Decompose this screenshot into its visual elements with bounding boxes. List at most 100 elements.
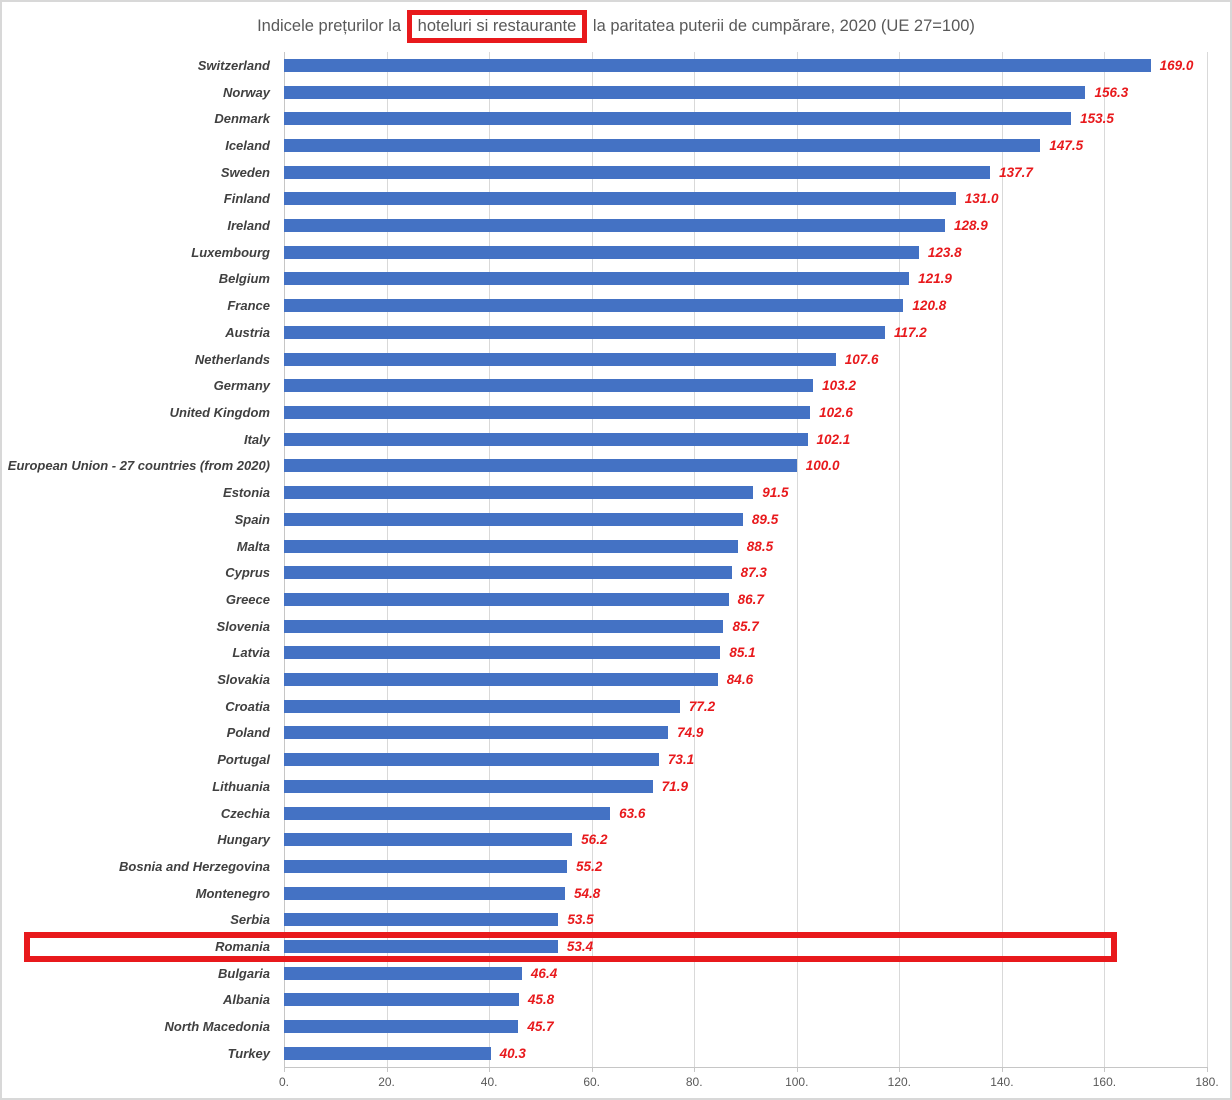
value-label: 53.5	[567, 912, 594, 928]
chart-row: Hungary 56.2	[2, 826, 1230, 853]
category-label-text: Netherlands	[194, 351, 270, 367]
bar	[284, 112, 1072, 126]
category-label-text: Albania	[223, 992, 270, 1008]
category-label-text: Spain	[234, 511, 270, 527]
chart-row: Malta 88.5	[2, 533, 1230, 560]
chart-row: Romania 53.4	[2, 933, 1230, 960]
bar	[284, 779, 653, 793]
value-label: 77.2	[688, 698, 716, 714]
gridline	[694, 52, 696, 1067]
x-axis-tick	[899, 1067, 901, 1072]
chart-row: Slovakia 84.6	[2, 666, 1230, 693]
category-label-text: Slovenia	[216, 618, 270, 634]
value-label: 89.5	[751, 511, 779, 527]
category-label: Romania	[2, 939, 270, 954]
category-label-text: Iceland	[225, 137, 270, 153]
value-label: 71.9	[661, 778, 688, 794]
x-axis-tick-label: 20.	[378, 1075, 395, 1089]
category-label: Spain	[2, 512, 270, 527]
category-label: Denmark	[2, 111, 270, 126]
category-label: Finland	[2, 191, 270, 206]
bar	[284, 138, 1041, 152]
title-suffix: la paritatea puterii de cumpărare, 2020 …	[588, 16, 975, 35]
bar	[284, 512, 743, 526]
category-label: European Union - 27 countries (from 2020…	[2, 458, 270, 473]
x-axis-tick	[489, 1067, 491, 1072]
bars-layer: Switzerland 169.0 Norway 156.3 Denmark 153.5 I…	[2, 52, 1230, 1067]
chart-row: European Union - 27 countries (from 2020…	[2, 453, 1230, 480]
value-label: 85.7	[732, 618, 759, 634]
chart-row: Germany 103.2	[2, 372, 1230, 399]
chart-row: Switzerland 169.0	[2, 52, 1230, 79]
gridline	[284, 52, 285, 1067]
x-axis-tick-label: 100.	[785, 1075, 809, 1089]
chart-row: Montenegro 54.8	[2, 880, 1230, 907]
x-axis-tick	[1001, 1067, 1003, 1072]
category-label-text: Czechia	[220, 805, 270, 821]
category-label-text: Cyprus	[225, 565, 270, 581]
category-label: Norway	[2, 85, 270, 100]
x-axis-tick-label: 140.	[990, 1075, 1014, 1089]
x-axis-line	[284, 1067, 1207, 1068]
value-label: 84.6	[726, 672, 754, 688]
category-label-text: Luxembourg	[191, 244, 270, 260]
category-label-text: Norway	[223, 84, 270, 100]
bar	[284, 673, 718, 687]
chart-row: Turkey 40.3	[2, 1040, 1230, 1067]
category-label-text: Lithuania	[212, 778, 270, 794]
value-label: 137.7	[999, 164, 1033, 180]
bar	[284, 85, 1086, 99]
chart-row: Latvia 85.1	[2, 639, 1230, 666]
category-label-text: Croatia	[225, 698, 270, 714]
category-label-text: France	[227, 298, 270, 314]
gridline	[1207, 52, 1208, 1067]
category-label: Austria	[2, 325, 270, 340]
gridline	[1001, 52, 1003, 1067]
category-label: Czechia	[2, 806, 270, 821]
gridline	[386, 52, 388, 1067]
value-label: 102.6	[819, 404, 853, 420]
gridline	[489, 52, 491, 1067]
value-label: 153.5	[1080, 111, 1114, 127]
category-label: Albania	[2, 992, 270, 1007]
bar	[284, 646, 721, 660]
category-label: Cyprus	[2, 565, 270, 580]
category-label-text: Finland	[223, 191, 270, 207]
value-label: 107.6	[844, 351, 879, 367]
category-label-text: Ireland	[227, 218, 270, 234]
value-label: 73.1	[667, 752, 695, 768]
category-label: Malta	[2, 539, 270, 554]
chart-row: Iceland 147.5	[2, 132, 1230, 159]
category-label-text: Estonia	[223, 485, 270, 501]
bar	[284, 993, 519, 1007]
category-label: Turkey	[2, 1046, 270, 1061]
x-axis-tick	[796, 1067, 798, 1072]
category-label: Greece	[2, 592, 270, 607]
chart-row: Spain 89.5	[2, 506, 1230, 533]
bar	[284, 539, 738, 553]
category-label-text: North Macedonia	[164, 1019, 270, 1035]
x-axis-tick-label: 80.	[685, 1075, 703, 1089]
category-label: Croatia	[2, 699, 270, 714]
bar	[284, 833, 573, 847]
chart-row: Bosnia and Herzegovina 55.2	[2, 853, 1230, 880]
value-label: 55.2	[576, 858, 603, 874]
chart-row: Netherlands 107.6	[2, 346, 1230, 373]
category-label-text: Greece	[225, 591, 270, 607]
value-label: 131.0	[964, 191, 999, 207]
category-label-text: Montenegro	[195, 885, 270, 901]
value-label: 120.8	[912, 298, 947, 314]
bar	[284, 299, 904, 313]
bar	[284, 1020, 519, 1034]
category-label-text: Portugal	[217, 752, 270, 768]
chart-row: Norway 156.3	[2, 79, 1230, 106]
chart-row: Ireland 128.9	[2, 212, 1230, 239]
bar	[284, 459, 797, 473]
value-label: 54.8	[574, 885, 601, 901]
bar	[284, 913, 559, 927]
value-label: 121.9	[918, 271, 952, 287]
chart-row: Estonia 91.5	[2, 479, 1230, 506]
bar	[284, 192, 956, 206]
value-label: 40.3	[499, 1045, 526, 1061]
